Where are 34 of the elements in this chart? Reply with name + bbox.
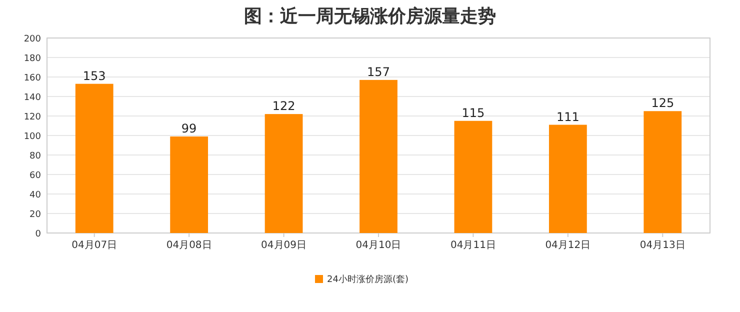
y-tick-label: 80 — [30, 152, 42, 162]
data-label: 111 — [556, 110, 580, 124]
bar — [170, 136, 208, 233]
chart-title: 图：近一周无锡涨价房源量走势 — [244, 6, 496, 27]
x-tick-label: 04月10日 — [356, 240, 402, 251]
data-label: 125 — [651, 96, 674, 110]
bar — [548, 124, 587, 233]
x-tick-label: 04月11日 — [450, 240, 496, 251]
x-tick-label: 04月07日 — [72, 240, 118, 251]
x-tick-label: 04月13日 — [640, 240, 686, 251]
y-tick-label: 60 — [30, 171, 42, 181]
bar — [454, 120, 492, 233]
y-tick-label: 180 — [24, 54, 42, 64]
x-tick-label: 04月08日 — [166, 240, 212, 251]
y-tick-label: 140 — [24, 93, 42, 103]
y-tick-label: 0 — [35, 230, 42, 240]
data-label: 115 — [462, 106, 485, 120]
y-tick-label: 120 — [24, 112, 42, 122]
y-tick-label: 160 — [24, 74, 42, 84]
data-label: 153 — [82, 68, 106, 83]
x-tick-label: 04月12日 — [545, 240, 591, 251]
bar — [75, 84, 114, 233]
bar — [644, 111, 682, 233]
legend-label: 24小时涨价房源(套) — [327, 274, 408, 285]
bar — [360, 80, 398, 233]
data-label: 122 — [272, 99, 296, 114]
data-label: 157 — [367, 64, 390, 79]
bar — [264, 114, 303, 233]
y-tick-label: 20 — [30, 210, 42, 220]
y-tick-label: 100 — [24, 132, 42, 142]
x-tick-label: 04月09日 — [261, 240, 307, 251]
data-label: 99 — [181, 121, 197, 136]
y-tick-label: 200 — [24, 34, 42, 44]
y-tick-label: 40 — [30, 190, 42, 200]
